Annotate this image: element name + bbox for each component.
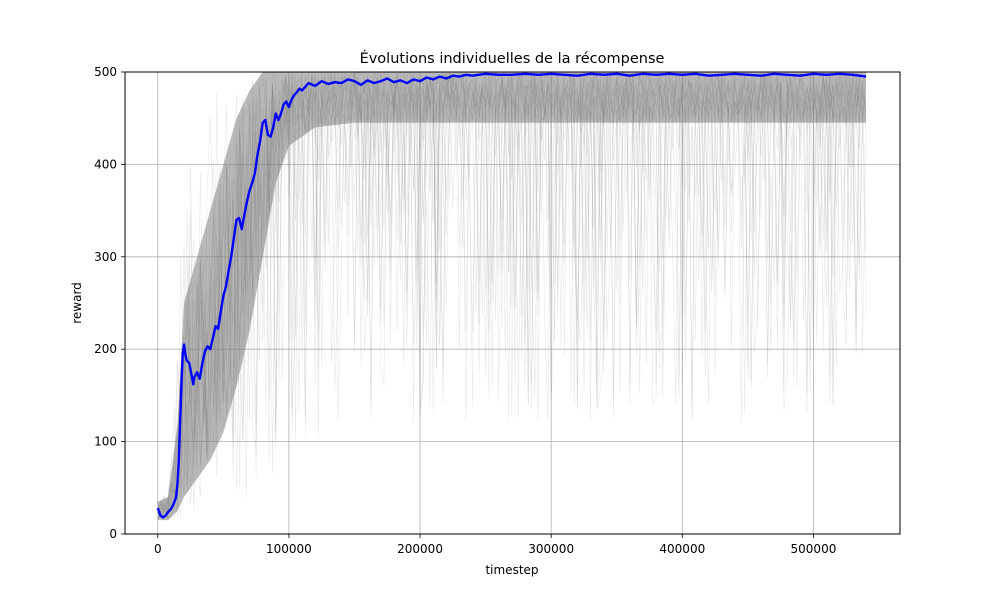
y-tick-label: 0 [109,527,117,541]
individual-run-line [157,72,867,519]
y-axis-label: reward [70,282,84,324]
x-tick-label: 0 [154,542,162,556]
x-axis-label: timestep [485,563,538,577]
individual-run-line [157,71,867,515]
individual-run-line [157,71,867,521]
mean-reward-line [156,72,867,519]
individual-runs-layer [157,71,867,521]
x-tick-label: 100000 [266,542,312,556]
y-tick-label: 300 [94,250,117,264]
individual-run-line [157,71,867,519]
individual-run-line [157,72,867,514]
y-axis-ticks: 0 100 200 300 400 500 [94,65,125,541]
individual-run-line [157,71,867,521]
y-tick-label: 200 [94,342,117,356]
y-tick-label: 100 [94,435,117,449]
individual-run-line [157,71,866,521]
x-tick-label: 200000 [397,542,443,556]
individual-run-line [157,71,867,520]
x-tick-label: 400000 [659,542,705,556]
individual-run-line [157,71,867,519]
plot-frame [124,71,901,535]
individual-run-line [157,72,867,514]
individual-run-line [157,72,866,521]
x-tick-label: 300000 [528,542,574,556]
individual-run-line [157,72,867,519]
individual-run-line [157,71,866,519]
mean-line-layer [156,72,867,519]
runs-dense-band [157,72,866,521]
individual-run-line [157,72,867,517]
x-tick-label: 500000 [791,542,837,556]
individual-run-line [157,72,867,513]
individual-run-line [157,71,867,520]
individual-run-line [157,71,867,521]
y-tick-label: 400 [94,157,117,171]
y-tick-label: 500 [94,65,117,79]
chart-title: Évolutions individuelles de la récompens… [360,50,665,67]
x-axis-ticks: 0 100000 200000 300000 400000 500000 [154,534,836,556]
